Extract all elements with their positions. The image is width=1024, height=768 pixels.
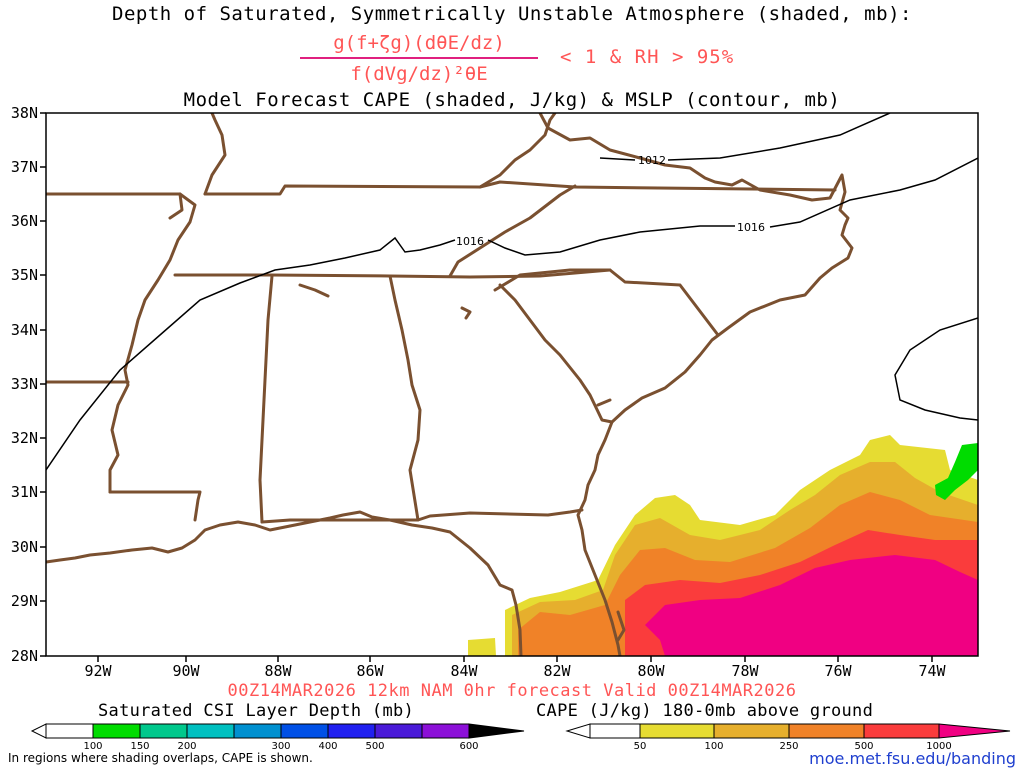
lat-label: 29N: [11, 592, 38, 610]
formula-fraction-bar: [300, 57, 538, 59]
lon-label: 76W: [824, 662, 852, 680]
csi-tick: 600: [459, 741, 478, 752]
title-line-1: Depth of Saturated, Symmetrically Unstab…: [112, 3, 912, 25]
formula-denominator: f(dVg/dz)²θE: [350, 63, 488, 85]
lat-label: 30N: [11, 538, 38, 556]
csi-colorbar: [30, 723, 525, 739]
ms-la-border: [108, 490, 202, 522]
isobar-labels: 1012 1016 1016: [456, 154, 765, 248]
isobars: [46, 113, 978, 471]
al-ms-border: [258, 274, 274, 524]
lake-1: [298, 283, 330, 298]
formula-condition: < 1 & RH > 95%: [560, 46, 735, 68]
lon-ticks: [97, 656, 933, 662]
cape-tick: 500: [854, 741, 873, 752]
lat-label: 31N: [11, 483, 38, 501]
lat-label: 32N: [11, 429, 38, 447]
ky-west-line: [46, 192, 184, 220]
lat-label: 28N: [11, 647, 38, 665]
lon-label: 88W: [264, 662, 292, 680]
lon-label: 90W: [172, 662, 200, 680]
isobar-low-east: [894, 317, 978, 421]
lon-label: 74W: [918, 662, 946, 680]
mississippi-river: [108, 192, 197, 494]
gulf-coastline-fl: [288, 510, 523, 656]
cape-colorbar-ticks: 50 100 250 500 1000: [634, 741, 952, 752]
ohio-river: [203, 113, 227, 196]
title-line-3: Model Forecast CAPE (shaded, J/kg) & MSL…: [183, 89, 841, 111]
isobar-1016-line: [46, 157, 978, 471]
cape-shading: [468, 435, 978, 656]
lon-label: 84W: [450, 662, 478, 680]
lon-labels: 92W 90W 88W 86W 84W 82W 80W 78W 76W 74W: [84, 662, 946, 680]
cape-tick: 250: [779, 741, 798, 752]
okeechobee-fragment: [616, 610, 626, 642]
csi-tick: 200: [177, 741, 196, 752]
lat-labels: 38N 37N 36N 35N 34N 33N 32N 31N 30N 29N …: [11, 104, 38, 665]
csi-tick: 150: [130, 741, 149, 752]
csi-tick: 300: [271, 741, 290, 752]
formula: g(f+ζg)(dθE/dz) f(dVg/dz)²θE: [300, 30, 538, 87]
fl-ga-border: [260, 508, 584, 524]
cape-colorbar: [565, 723, 1011, 739]
csi-legend-title: Saturated CSI Layer Depth (mb): [98, 701, 415, 721]
cape-tick: 100: [704, 741, 723, 752]
isobar-label-1016b: 1016: [737, 221, 765, 234]
isobar-label-1012: 1012: [638, 154, 666, 167]
overlap-note: In regions where shading overlaps, CAPE …: [8, 751, 313, 765]
csi-100-region: [935, 443, 978, 500]
ga-al-border: [388, 274, 422, 522]
tn-nc-border: [448, 184, 577, 278]
run-info: 00Z14MAR2026 12km NAM 0hr forecast Valid…: [227, 681, 797, 701]
ga-sc-border: [498, 283, 614, 424]
lat-label: 35N: [11, 266, 38, 284]
lat-label: 33N: [11, 375, 38, 393]
lake-2: [460, 306, 472, 320]
cape-1000-region: [645, 555, 978, 656]
east-coastline: [538, 113, 854, 656]
gulf-coastline-west: [46, 520, 292, 564]
cape-legend-title: CAPE (J/kg) 180-0mb above ground: [536, 701, 874, 721]
lon-label: 86W: [356, 662, 384, 680]
state-borders: [46, 113, 854, 656]
isobar-1012-line: [599, 113, 891, 161]
formula-numerator: g(f+ζg)(dθE/dz): [333, 32, 505, 54]
lat-label: 38N: [11, 104, 38, 122]
site-link[interactable]: moe.met.fsu.edu/banding: [809, 749, 1016, 768]
ky-tn-va-nc-line: [203, 180, 837, 196]
lat-label: 37N: [11, 158, 38, 176]
lake-3: [596, 398, 612, 407]
lat-label: 34N: [11, 321, 38, 339]
nc-sc-border: [493, 268, 720, 337]
isobar-label-1016a: 1016: [456, 235, 484, 248]
lon-label: 82W: [543, 662, 571, 680]
cape-tick: 1000: [926, 741, 951, 752]
tn-south-border: [173, 268, 612, 279]
cape-tick: 50: [634, 741, 647, 752]
lon-label: 80W: [637, 662, 665, 680]
lon-label: 92W: [84, 662, 112, 680]
csi-tick: 500: [365, 741, 384, 752]
csi-tick: 100: [83, 741, 102, 752]
lon-label: 78W: [731, 662, 759, 680]
lat-ticks: [40, 112, 46, 657]
lat-label: 36N: [11, 212, 38, 230]
wv-va-border: [478, 113, 557, 189]
csi-colorbar-ticks: 100 150 200 300 400 500 600: [83, 741, 478, 752]
csi-tick: 400: [318, 741, 337, 752]
